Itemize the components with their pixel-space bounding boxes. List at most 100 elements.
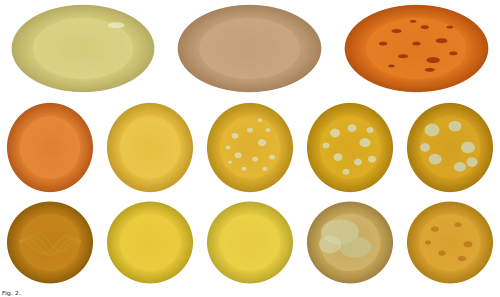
Point: [85, 153, 93, 158]
Point: [378, 240, 386, 245]
Point: [330, 268, 338, 273]
Point: [268, 259, 276, 264]
Point: [226, 87, 234, 92]
Point: [30, 121, 38, 126]
Ellipse shape: [323, 119, 377, 176]
Point: [383, 228, 391, 233]
Point: [16, 142, 24, 146]
Point: [82, 42, 90, 47]
Ellipse shape: [22, 215, 78, 270]
Point: [342, 232, 350, 236]
Point: [228, 144, 235, 148]
Point: [74, 159, 82, 164]
Point: [368, 238, 376, 243]
Point: [56, 234, 64, 239]
Point: [194, 53, 202, 58]
Point: [102, 72, 110, 77]
Point: [265, 141, 273, 146]
Point: [316, 266, 324, 270]
Ellipse shape: [414, 110, 486, 185]
Point: [278, 23, 286, 28]
Point: [352, 35, 360, 40]
Point: [178, 165, 186, 170]
Point: [168, 138, 176, 143]
Point: [121, 167, 129, 172]
Point: [38, 257, 46, 262]
Point: [320, 247, 328, 251]
Point: [58, 259, 66, 264]
Point: [306, 132, 314, 137]
Point: [264, 129, 272, 134]
Point: [254, 277, 262, 282]
Point: [36, 258, 44, 263]
Point: [264, 38, 272, 43]
Point: [332, 243, 340, 248]
Ellipse shape: [330, 223, 370, 262]
Point: [282, 150, 290, 154]
Point: [178, 141, 186, 146]
Point: [454, 157, 462, 161]
Ellipse shape: [12, 206, 88, 279]
Point: [254, 160, 262, 165]
Point: [168, 270, 176, 274]
Point: [465, 185, 473, 190]
Point: [386, 232, 394, 237]
Point: [320, 176, 328, 181]
Point: [473, 164, 481, 169]
Point: [420, 241, 428, 246]
Point: [434, 108, 442, 113]
Point: [343, 219, 351, 224]
Point: [216, 248, 224, 253]
Point: [88, 76, 96, 81]
Point: [23, 141, 31, 146]
Point: [152, 123, 160, 128]
Point: [82, 73, 90, 78]
Point: [465, 152, 473, 157]
Point: [141, 32, 149, 37]
Point: [34, 161, 42, 165]
Point: [412, 128, 420, 133]
Point: [475, 138, 483, 143]
Point: [286, 149, 294, 154]
Point: [466, 257, 473, 262]
Ellipse shape: [234, 131, 266, 164]
Point: [214, 249, 222, 254]
Ellipse shape: [234, 228, 266, 257]
Ellipse shape: [10, 106, 90, 189]
Ellipse shape: [420, 143, 430, 152]
Point: [478, 162, 486, 167]
Point: [441, 201, 449, 206]
Ellipse shape: [440, 234, 460, 251]
Point: [142, 223, 150, 228]
Point: [278, 146, 286, 151]
Point: [15, 217, 23, 221]
Ellipse shape: [324, 121, 376, 174]
Point: [364, 151, 372, 156]
Point: [203, 19, 211, 23]
Point: [404, 71, 412, 76]
Ellipse shape: [134, 131, 166, 164]
Point: [452, 254, 460, 259]
Ellipse shape: [366, 18, 467, 79]
Point: [352, 203, 360, 208]
Point: [80, 39, 88, 44]
Point: [172, 253, 180, 258]
Point: [304, 53, 312, 57]
Point: [435, 83, 443, 88]
Point: [219, 117, 227, 122]
Point: [144, 140, 152, 145]
Ellipse shape: [244, 236, 256, 249]
Point: [476, 114, 484, 119]
Point: [416, 219, 424, 223]
Point: [79, 235, 87, 240]
Point: [243, 89, 251, 93]
Ellipse shape: [24, 13, 142, 84]
Point: [252, 69, 260, 74]
Ellipse shape: [246, 143, 254, 152]
Point: [246, 10, 254, 15]
Ellipse shape: [116, 113, 184, 182]
Point: [312, 152, 320, 157]
Point: [358, 28, 366, 33]
Point: [66, 252, 74, 257]
Point: [434, 235, 442, 240]
